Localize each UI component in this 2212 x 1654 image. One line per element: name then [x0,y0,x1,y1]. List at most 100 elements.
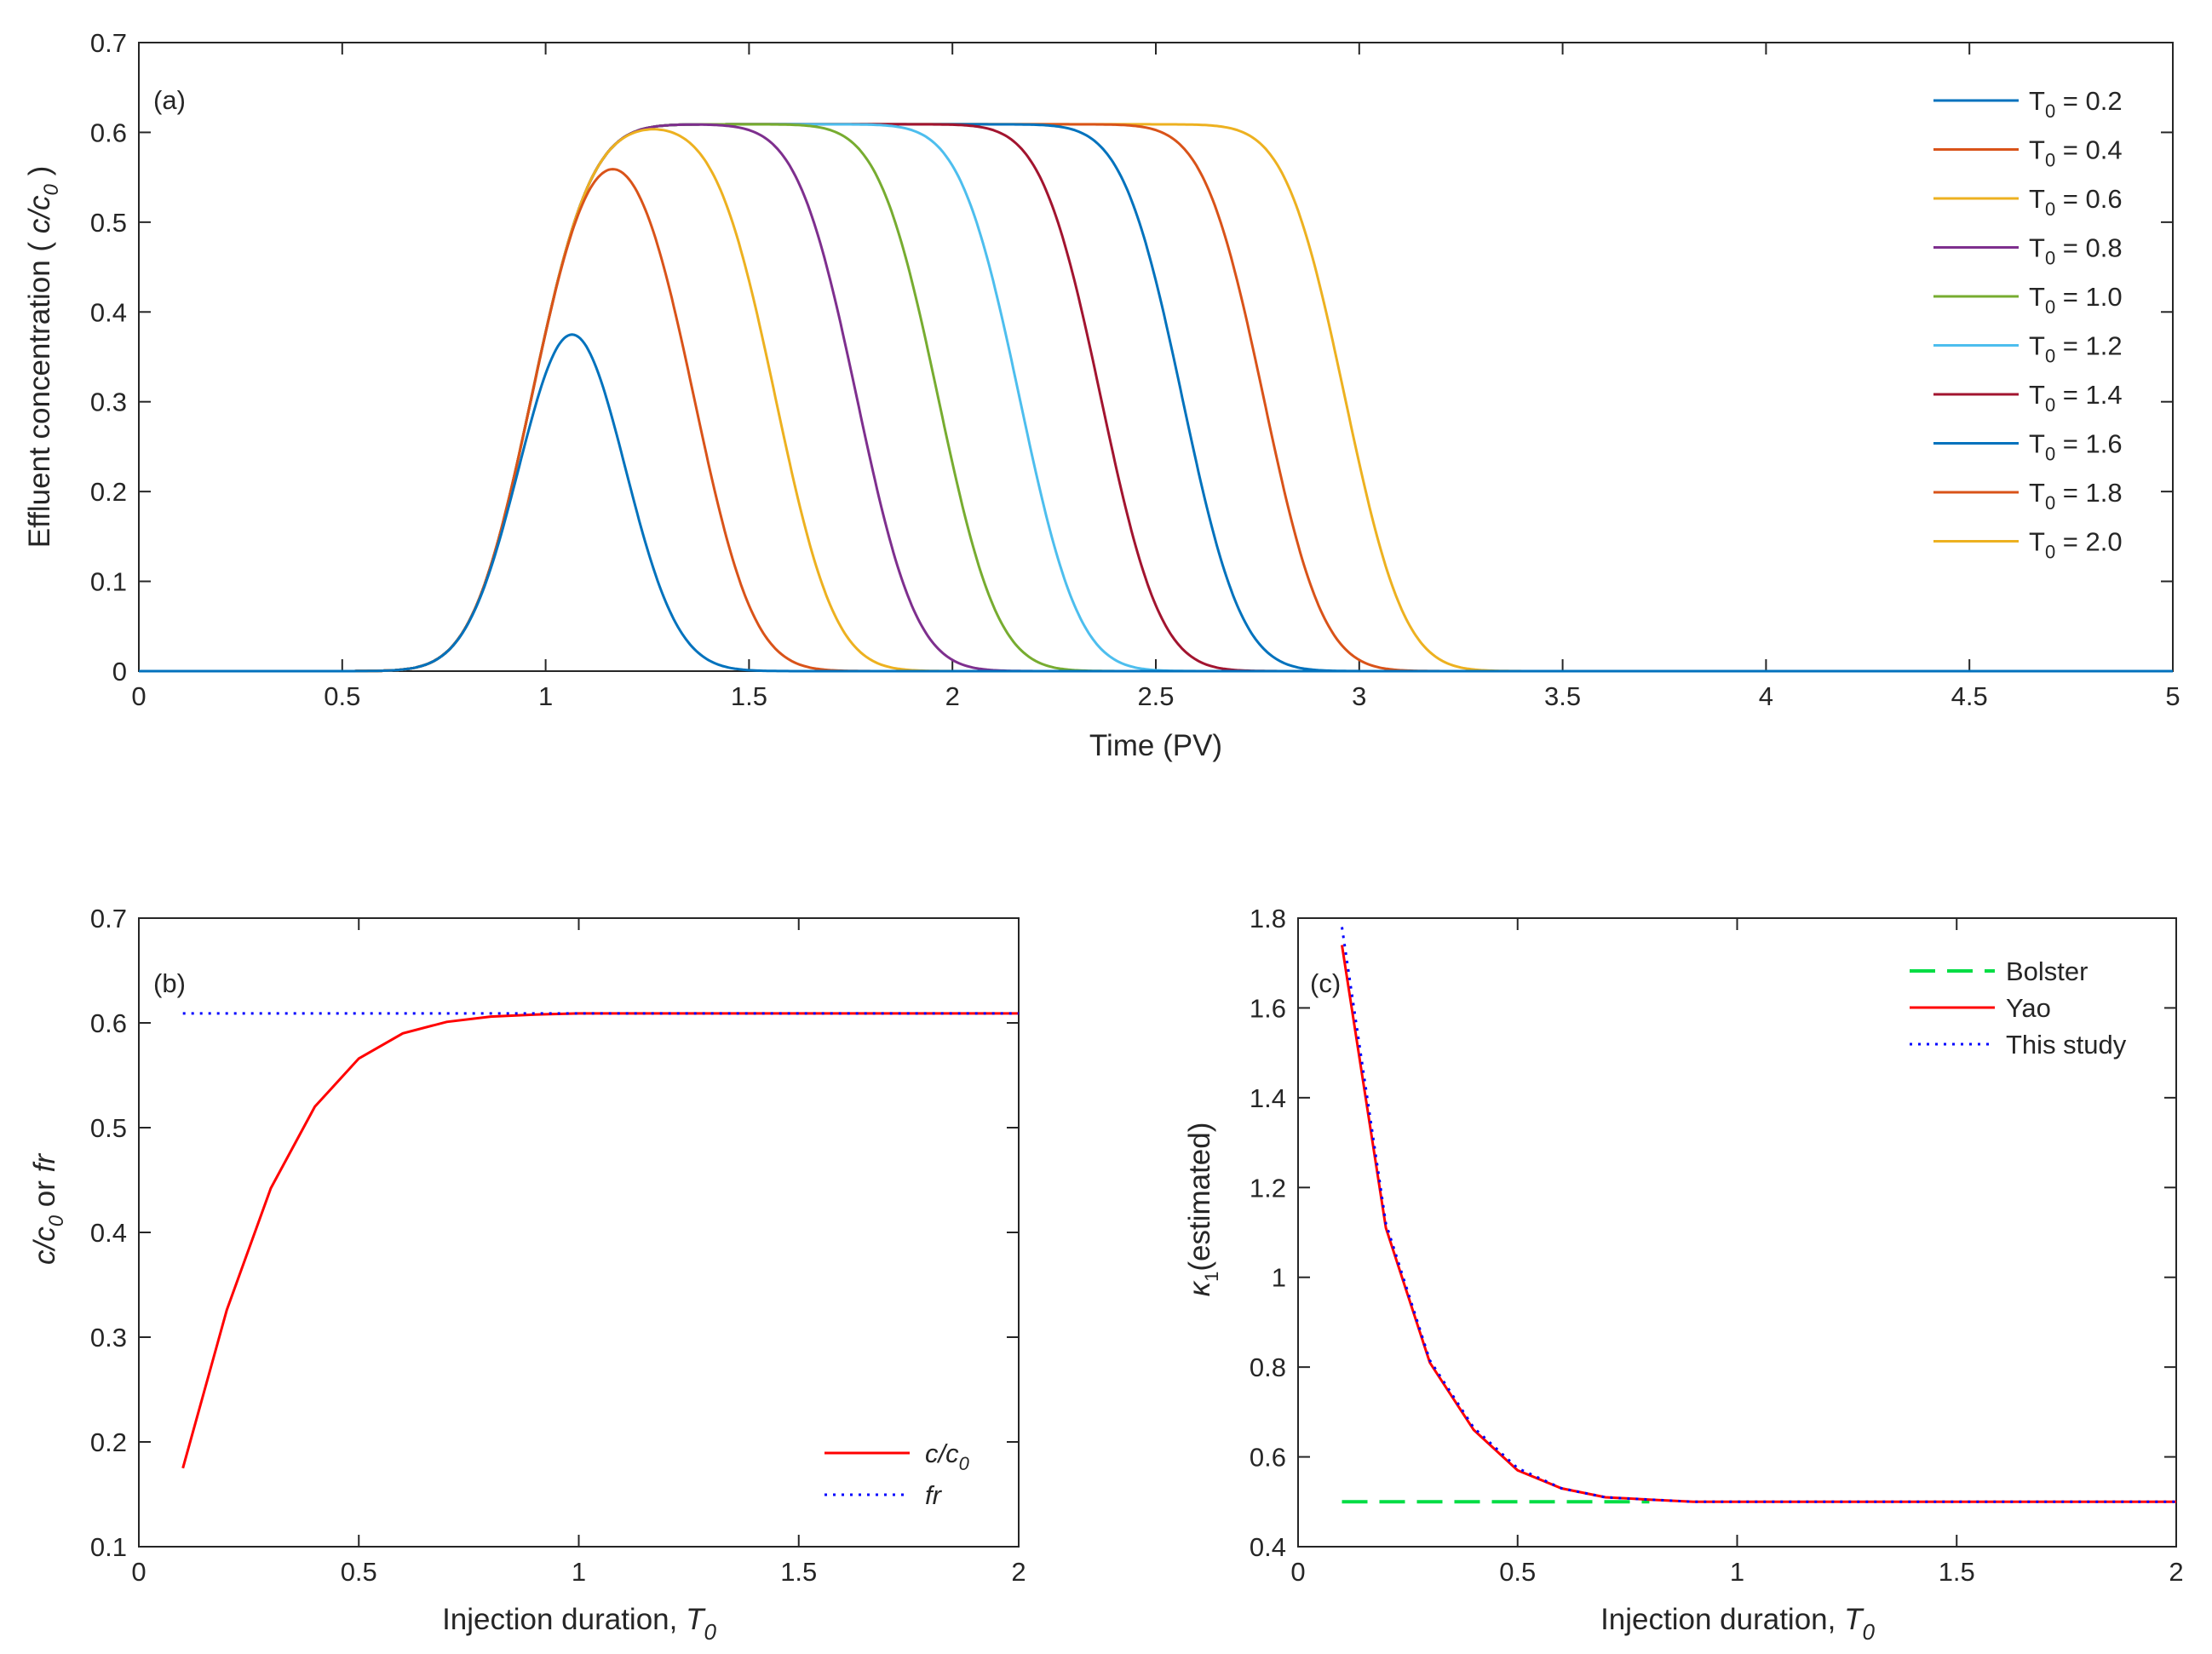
panel-b-x-label-text: Injection duration, [442,1603,686,1636]
panel-c-legend: Bolster Yao This study [1910,956,2127,1060]
panel-a-y-tick-label: 0.6 [90,118,127,147]
panel-a-y-tick-label: 0.1 [90,567,127,597]
panel-a-y-label-sub: 0 [40,183,63,195]
legend-label-rest: = 1.6 [2055,429,2122,459]
panel-b-y-tick-label: 0.5 [90,1113,127,1143]
panel-a-x-tick-label: 0.5 [324,681,360,711]
panel-b-series-lines [181,1012,1019,1469]
panel-a-y-tick-label: 0.5 [90,208,127,238]
legend-label-sub: 0 [2045,542,2055,563]
panel-a-x-tick-label: 4.5 [1951,681,1988,711]
legend-label-sub: 0 [2045,296,2055,318]
legend-label-main: T [2029,478,2045,508]
panel-c-x-tick-label: 1.5 [1939,1557,1975,1587]
panel-a-x-tick-label: 3.5 [1544,681,1581,711]
panel-a-y-tick-label: 0.7 [90,28,127,58]
panel-c-x-tick-label: 2 [2169,1557,2183,1587]
panel-a-series-line [139,128,2173,673]
legend-label-rest: = 1.0 [2055,282,2122,312]
panel-b-y-tick-label: 0.1 [90,1532,127,1562]
panel-a-x-tick-label: 2 [945,681,960,711]
panel-b-x-label-sub: 0 [704,1619,716,1645]
panel-b-y-label-part2: 0 [45,1215,68,1226]
panel-a-series-line [139,123,2173,673]
panel-b-legend: c/c0 fr [824,1439,970,1510]
panel-b-y-tick-label: 0.7 [90,904,127,933]
legend-label-sub: 0 [2045,198,2055,220]
panel-a-series-line [139,333,2173,673]
legend-label-sub: 0 [2045,150,2055,171]
panel-b-y-tick-label: 0.6 [90,1008,127,1038]
panel-b-x-label-math: T [686,1603,706,1636]
panel-a-series-line [139,123,2173,673]
panel-a-series-line [139,168,2173,673]
panel-a-x-tick-label: 1.5 [731,681,767,711]
panel-a-tick-labels: 0 0.5 1 1.5 2 2.5 3 3.5 4 4.5 5 0 0.1 0.2 0.3 0.4 0.5 0.6… [90,28,2180,711]
panel-c-y-tick-label: 1.2 [1250,1173,1286,1203]
panel-a-x-tick-label: 4 [1759,681,1773,711]
panel-c-y-tick-label: 1 [1272,1263,1286,1293]
legend-label-rest: = 1.8 [2055,478,2122,508]
legend-label-main: T [2029,527,2045,557]
panel-a-legend-label: T0 = 1.8 [2029,478,2123,514]
panel-c-x-tick-label: 0 [1290,1557,1305,1587]
panel-c-y-tick-label: 1.8 [1250,904,1286,933]
legend-label-sub: 0 [2045,248,2055,269]
panel-b-x-tick-label: 0.5 [341,1557,377,1587]
panel-c-series-line [1341,945,2176,1503]
legend-label-rest: = 0.2 [2055,86,2122,116]
panel-b-legend-label: fr [925,1480,943,1510]
panel-a-legend: T0 = 0.2T0 = 0.4T0 = 0.6T0 = 0.8T0 = 1.0… [1933,86,2123,563]
legend-label-main: T [2029,282,2045,312]
panel-a-x-axis-label: Time (PV) [1089,729,1222,762]
panel-c-x-label-sub: 0 [1862,1619,1875,1645]
legend-label-main: T [2029,184,2045,214]
legend-label-sub: 0 [2045,346,2055,367]
panel-c-legend-label: Yao [2006,993,2051,1023]
panel-c-tick-labels: 0 0.5 1 1.5 2 0.4 0.6 0.8 1 1.2 1.4 1.6 1.8 [1250,904,2184,1587]
panel-b-x-tick-label: 1.5 [780,1557,817,1587]
panel-c-x-axis-label: Injection duration, T0 [1600,1603,1875,1645]
panel-c-x-tick-label: 1 [1730,1557,1744,1587]
legend-label-sub: 0 [2045,444,2055,465]
panel-b-tick-labels: 0 0.5 1 1.5 2 0.1 0.2 0.3 0.4 0.5 0.6 0.7 [90,904,1026,1587]
panel-a-x-tick-label: 5 [2165,681,2180,711]
panel-b-x-tick-label: 0 [131,1557,146,1587]
legend-label-rest: = 0.4 [2055,135,2122,165]
panel-a-y-tick-label: 0.4 [90,297,127,327]
panel-b-y-label-part4: fr [28,1153,61,1173]
panel-c-label: (c) [1310,968,1341,998]
legend-label-rest: = 2.0 [2055,527,2122,557]
panel-c-series-lines [1341,927,2176,1504]
panel-a-chart: 0 0.5 1 1.5 2 2.5 3 3.5 4 4.5 5 0 0.1 0.2 0.3 0.4 0.5 0.6… [23,28,2180,762]
panel-c-legend-label: Bolster [2006,956,2088,986]
panel-a-plot-frame [138,42,2174,672]
panel-c-x-tick-label: 0.5 [1499,1557,1536,1587]
panel-c-x-label-math: T [1844,1603,1864,1636]
panel-b-label: (b) [153,968,186,998]
legend-label-main: T [2029,233,2045,263]
panel-a-series-line [139,123,2173,673]
legend-label-sub: 0 [2045,101,2055,122]
panel-a-legend-label: T0 = 1.0 [2029,282,2123,318]
panel-b-y-label-part3: or [28,1172,61,1215]
panel-a-series-lines [139,123,2173,673]
legend-label-main: T [2029,135,2045,165]
panel-a-x-tick-label: 0 [131,681,146,711]
legend-label-sub: 0 [959,1453,970,1474]
legend-label-main: T [2029,86,2045,116]
panel-a-legend-label: T0 = 0.2 [2029,86,2123,122]
panel-c-y-label-symbol: κ [1183,1280,1216,1296]
panel-c-y-tick-label: 1.4 [1250,1083,1286,1113]
panel-a-legend-label: T0 = 1.2 [2029,331,2123,367]
panel-a-series-line [139,123,2173,673]
panel-c-ticks [1297,917,2177,1548]
panel-b-y-tick-label: 0.3 [90,1323,127,1352]
panel-a-y-label-math: c/c [23,195,56,233]
panel-c-y-axis-label: κ1(estimated) [1183,1123,1222,1297]
panel-a-y-axis-label: Effluent concentration ( c/c0 ) [23,166,63,548]
panel-b-y-axis-label: c/c0 or fr [28,1153,68,1265]
panel-a-series-line [139,123,2173,673]
panel-c-series-line [1341,927,2176,1503]
